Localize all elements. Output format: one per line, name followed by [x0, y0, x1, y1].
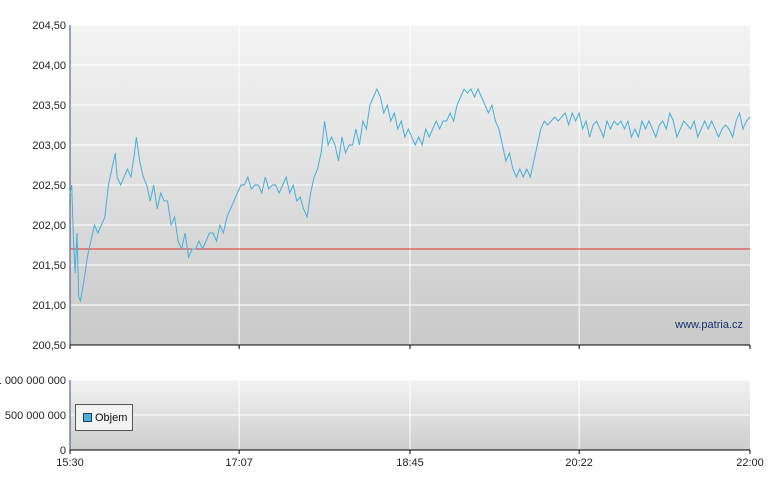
price-y-tick-label: 203,50: [32, 100, 66, 112]
price-series-line: [69, 87, 751, 303]
price-y-tick-label: 202,50: [32, 180, 66, 192]
time-tick-label: 17:07: [225, 457, 253, 469]
price-y-axis-labels: 200,50 201,00 201,50 202,00 202,50 203,00 203,…: [32, 20, 66, 352]
price-x-tick-marks: [69, 345, 751, 349]
volume-legend-swatch: [83, 413, 92, 422]
watermark-text: www.patria.cz: [674, 319, 743, 331]
price-gridlines: [69, 24, 750, 345]
price-y-tick-label: 200,50: [32, 340, 66, 352]
volume-legend: Objem: [75, 404, 133, 431]
time-tick-label: 15:30: [56, 457, 84, 469]
price-y-tick-label: 201,00: [32, 300, 66, 312]
price-y-tick-label: 203,00: [32, 140, 66, 152]
time-axis-labels: 15:30 17:07 18:45 20:22 22:00: [56, 450, 764, 469]
price-panel: 200,50 201,00 201,50 202,00 202,50 203,00 203,…: [32, 20, 751, 352]
volume-y-tick-label: 0: [60, 445, 66, 457]
price-y-tick-label: 204,50: [32, 20, 66, 32]
volume-legend-label: Objem: [95, 411, 128, 424]
volume-panel: 0 500 000 000 1 000 000 000 15:30 17:07 18:4…: [0, 375, 764, 469]
price-y-tick-label: 201,50: [32, 260, 66, 272]
price-y-tick-label: 204,00: [32, 60, 66, 72]
volume-y-tick-label: 500 000 000: [5, 410, 66, 422]
time-tick-label: 20:22: [565, 457, 593, 469]
price-y-tick-label: 202,00: [32, 220, 66, 232]
volume-gridlines: [69, 379, 750, 450]
time-tick-label: 18:45: [396, 457, 424, 469]
volume-y-axis-labels: 0 500 000 000 1 000 000 000: [0, 375, 66, 457]
time-tick-label: 22:00: [736, 457, 764, 469]
volume-y-tick-label: 1 000 000 000: [0, 375, 66, 387]
